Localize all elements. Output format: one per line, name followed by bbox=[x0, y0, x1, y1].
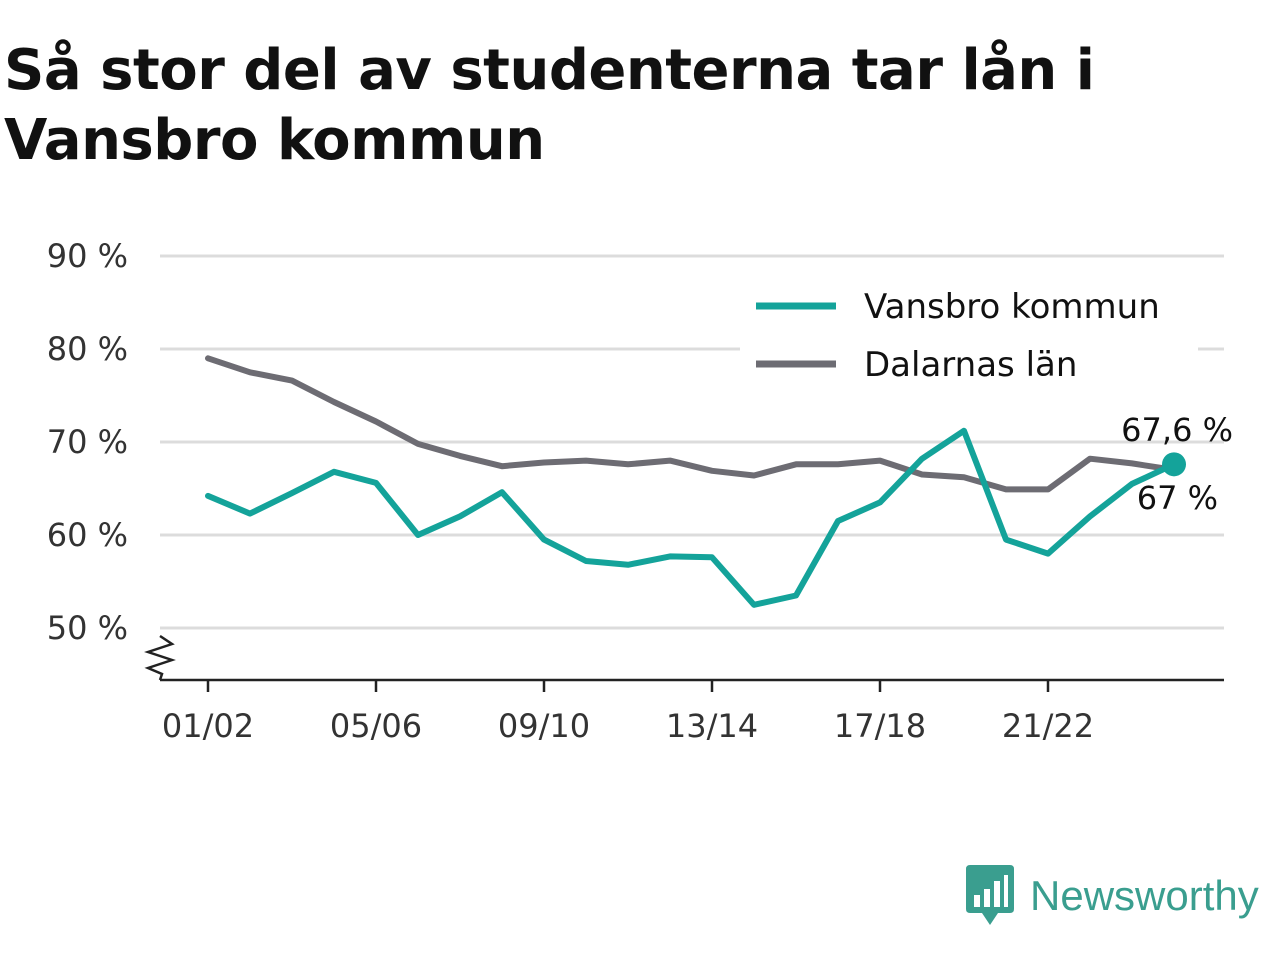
end-label-vansbro: 67,6 % bbox=[1121, 411, 1233, 449]
y-axis-ticks: 50 % 60 % 70 % 80 % 90 % bbox=[47, 237, 128, 647]
brand-name: Newsworthy bbox=[1030, 872, 1259, 919]
legend-label: Dalarnas län bbox=[864, 345, 1077, 385]
y-tick-label: 90 % bbox=[47, 237, 128, 275]
x-tick-label: 13/14 bbox=[666, 707, 758, 745]
end-labels: 67,6 % 67 % bbox=[1121, 411, 1233, 517]
x-axis-ticks: 01/02 05/06 09/10 13/14 17/18 21/22 bbox=[162, 680, 1094, 745]
endpoint-vansbro bbox=[1162, 452, 1186, 477]
x-tick-label: 17/18 bbox=[834, 707, 926, 745]
x-axis bbox=[144, 634, 1224, 682]
legend-label: Vansbro kommun bbox=[864, 287, 1160, 327]
legend-background bbox=[740, 284, 1198, 394]
brand: Newsworthy bbox=[964, 864, 1259, 928]
legend: Vansbro kommun Dalarnas län bbox=[740, 284, 1198, 394]
x-tick-label: 09/10 bbox=[498, 707, 590, 745]
axis-break-icon bbox=[144, 634, 176, 681]
series-line-dalarna bbox=[205, 355, 1177, 493]
newsworthy-logo-icon bbox=[966, 865, 1014, 925]
series-lines bbox=[205, 355, 1186, 608]
x-tick-label: 01/02 bbox=[162, 707, 254, 745]
x-tick-label: 21/22 bbox=[1002, 707, 1094, 745]
end-label-dalarna: 67 % bbox=[1137, 479, 1218, 517]
y-tick-label: 50 % bbox=[47, 609, 128, 647]
y-tick-label: 70 % bbox=[47, 423, 128, 461]
y-tick-label: 80 % bbox=[47, 330, 128, 368]
y-tick-label: 60 % bbox=[47, 516, 128, 554]
chart-title: Så stor del av studenterna tar lån i Van… bbox=[4, 38, 1095, 173]
series-line-vansbro bbox=[205, 427, 1177, 608]
x-tick-label: 05/06 bbox=[330, 707, 422, 745]
